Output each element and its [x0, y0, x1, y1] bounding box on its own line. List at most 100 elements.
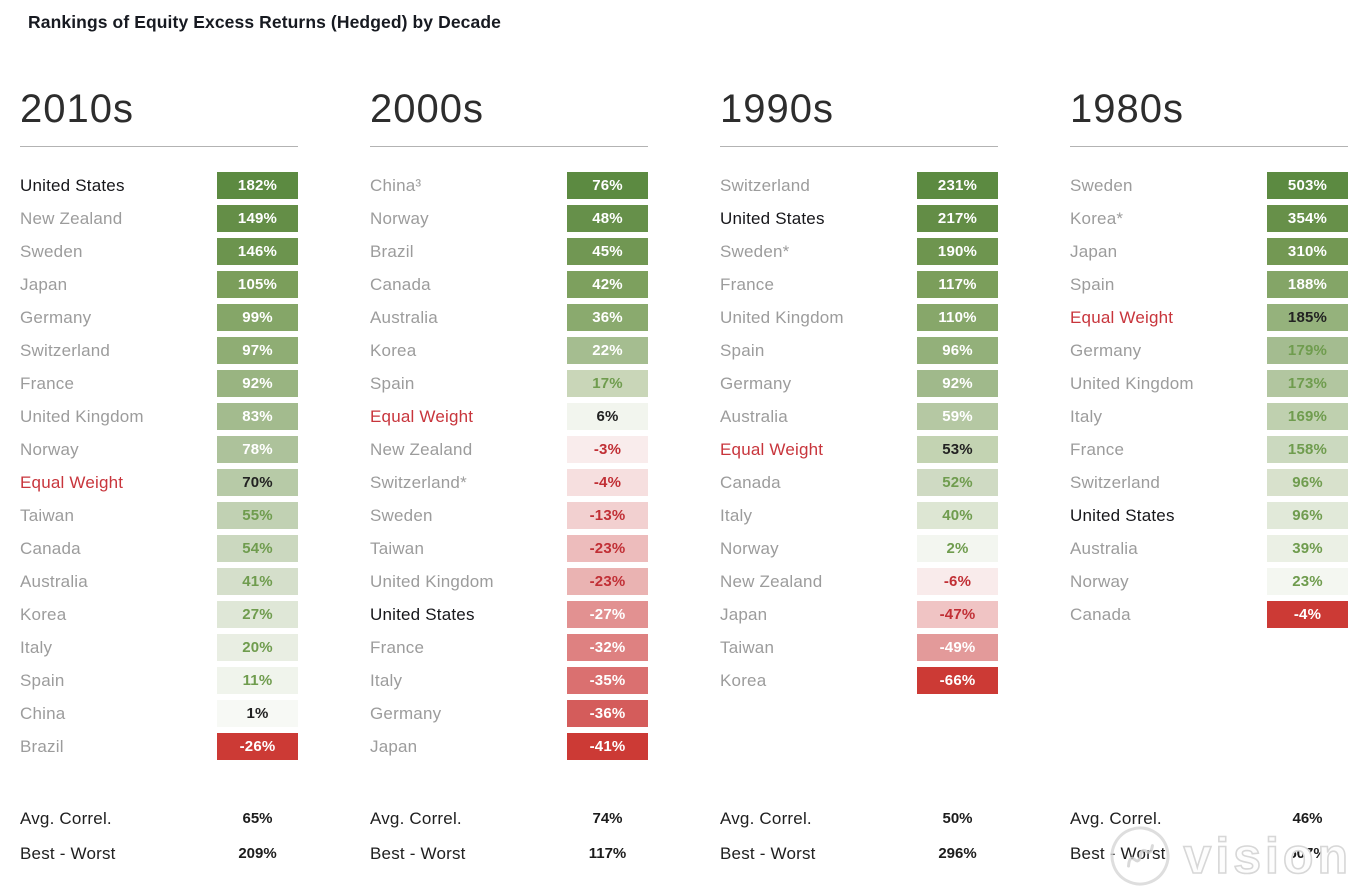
table-row: Equal Weight 53%: [720, 436, 998, 463]
table-row: Australia 36%: [370, 304, 648, 331]
table-row: Korea 27%: [20, 601, 298, 628]
stat-label: Avg. Correl.: [370, 808, 462, 828]
table-row: Norway 78%: [20, 436, 298, 463]
country-label: Italy: [720, 505, 753, 525]
table-row: France 92%: [20, 370, 298, 397]
country-label: United States: [20, 175, 125, 195]
country-label: Spain: [720, 340, 765, 360]
table-row: Switzerland 97%: [20, 337, 298, 364]
value-badge: 22%: [567, 337, 648, 364]
stat-row: Avg. Correl. 46%: [1070, 805, 1348, 832]
table-row: Germany 179%: [1070, 337, 1348, 364]
table-row: Australia 41%: [20, 568, 298, 595]
table-row: Sweden* 190%: [720, 238, 998, 265]
value-badge: 1%: [217, 700, 298, 727]
decade-underline: [20, 146, 298, 147]
value-badge: 17%: [567, 370, 648, 397]
country-label: Sweden: [20, 241, 83, 261]
value-badge: 78%: [217, 436, 298, 463]
value-badge: -47%: [917, 601, 998, 628]
table-row: Norway 2%: [720, 535, 998, 562]
value-badge: 41%: [217, 568, 298, 595]
value-badge: 40%: [917, 502, 998, 529]
stat-row: Best - Worst 117%: [370, 840, 648, 867]
stat-row: Avg. Correl. 65%: [20, 805, 298, 832]
country-label: Equal Weight: [370, 406, 474, 426]
stat-value: 74%: [592, 810, 623, 827]
country-label: United Kingdom: [20, 406, 144, 426]
country-label: Switzerland: [1070, 472, 1161, 492]
country-label: Japan: [20, 274, 68, 294]
table-row: Korea* 354%: [1070, 205, 1348, 232]
table-row: Australia 59%: [720, 403, 998, 430]
country-label: France: [720, 274, 775, 294]
table-row: Japan 105%: [20, 271, 298, 298]
value-badge: 53%: [917, 436, 998, 463]
country-label: Japan: [720, 604, 768, 624]
value-badge: 42%: [567, 271, 648, 298]
country-label: Sweden*: [720, 241, 790, 261]
decade-column: 1980s Sweden 503% Korea* 354% Japan 310% Spain…: [1070, 85, 1348, 875]
country-label: Equal Weight: [1070, 307, 1174, 327]
table-row: Spain 96%: [720, 337, 998, 364]
value-badge: 11%: [217, 667, 298, 694]
value-badge: 182%: [217, 172, 298, 199]
table-row: Germany -36%: [370, 700, 648, 727]
value-badge: 2%: [917, 535, 998, 562]
country-label: United States: [720, 208, 825, 228]
decade-column: 1990s Switzerland 231% United States 217% Sw…: [720, 85, 998, 875]
country-label: New Zealand: [20, 208, 123, 228]
country-label: Canada: [720, 472, 781, 492]
country-label: France: [20, 373, 75, 393]
country-label: New Zealand: [720, 571, 823, 591]
value-badge: 20%: [217, 634, 298, 661]
column-stats: Avg. Correl. 74% Best - Worst 117%: [370, 805, 648, 867]
table-row: Switzerland 96%: [1070, 469, 1348, 496]
decade-underline: [370, 146, 648, 147]
country-label: Canada: [1070, 604, 1131, 624]
country-label: Spain: [370, 373, 415, 393]
table-row: Korea -66%: [720, 667, 998, 694]
value-badge: -4%: [567, 469, 648, 496]
table-row: Italy 20%: [20, 634, 298, 661]
value-badge: 23%: [1267, 568, 1348, 595]
table-row: Sweden 146%: [20, 238, 298, 265]
country-label: Taiwan: [20, 505, 75, 525]
table-row: Canada 42%: [370, 271, 648, 298]
country-label: United Kingdom: [370, 571, 494, 591]
country-label: Korea: [20, 604, 67, 624]
value-badge: 105%: [217, 271, 298, 298]
value-badge: 36%: [567, 304, 648, 331]
table-row: United States 217%: [720, 205, 998, 232]
table-row: Spain 17%: [370, 370, 648, 397]
country-label: Korea*: [1070, 208, 1124, 228]
table-row: Brazil -26%: [20, 733, 298, 760]
table-row: Canada -4%: [1070, 601, 1348, 628]
value-badge: 169%: [1267, 403, 1348, 430]
value-badge: -66%: [917, 667, 998, 694]
table-row: Japan 310%: [1070, 238, 1348, 265]
stat-label: Avg. Correl.: [1070, 808, 1162, 828]
country-label: Germany: [20, 307, 92, 327]
value-badge: 217%: [917, 205, 998, 232]
country-label: Spain: [1070, 274, 1115, 294]
table-row: Switzerland 231%: [720, 172, 998, 199]
country-label: China³: [370, 175, 422, 195]
table-row: France 117%: [720, 271, 998, 298]
value-badge: 354%: [1267, 205, 1348, 232]
value-badge: 117%: [917, 271, 998, 298]
value-badge: -32%: [567, 634, 648, 661]
country-label: New Zealand: [370, 439, 473, 459]
country-label: United States: [370, 604, 475, 624]
table-row: United States 96%: [1070, 502, 1348, 529]
country-label: Korea: [720, 670, 767, 690]
table-row: United States 182%: [20, 172, 298, 199]
table-row: France -32%: [370, 634, 648, 661]
country-label: Japan: [370, 736, 418, 756]
value-badge: 190%: [917, 238, 998, 265]
country-label: Australia: [370, 307, 438, 327]
country-label: Norway: [370, 208, 429, 228]
country-label: Korea: [370, 340, 417, 360]
value-badge: -6%: [917, 568, 998, 595]
table-row: Taiwan 55%: [20, 502, 298, 529]
